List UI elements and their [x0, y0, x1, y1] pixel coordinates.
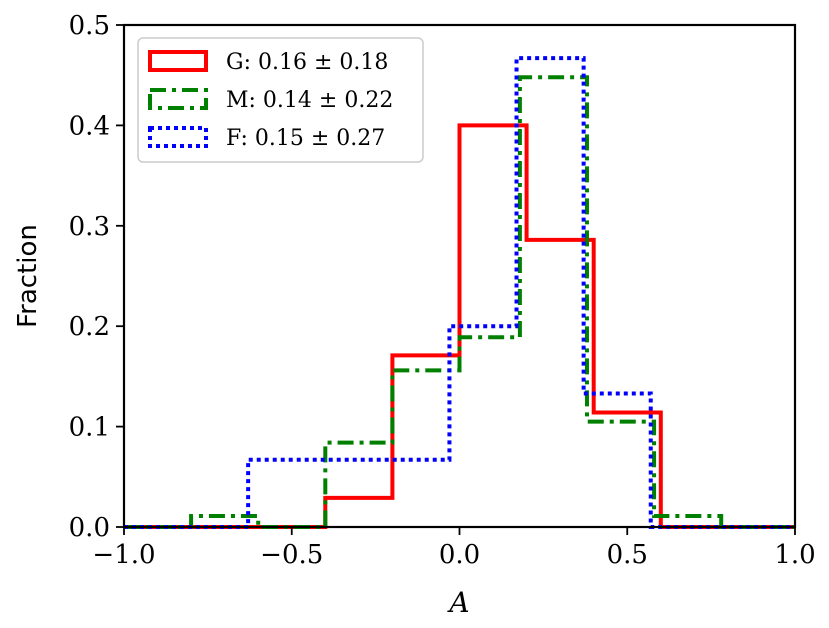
y-tick-label: 0.5: [69, 11, 110, 41]
legend-box: [137, 37, 424, 163]
legend-swatch: [148, 50, 208, 72]
y-tick-label: 0.3: [69, 212, 110, 242]
x-tick-label: −1.0: [92, 540, 155, 570]
y-axis-label: Fraction: [13, 224, 43, 328]
y-tick-label: 0.4: [69, 111, 110, 141]
y-tick-label: 0.2: [69, 312, 110, 342]
legend-entry-label: M: 0.14 ± 0.22: [226, 88, 393, 113]
x-tick-label: −0.5: [260, 540, 323, 570]
legend: G: 0.16 ± 0.18 M: 0.14 ± 0.22 F: 0.15 ± 0.…: [137, 37, 424, 163]
ticks-layer: −1.0 −0.5 0.0 0.5 1.0 0.0 0.1 0.2 0.3 0.4 0.5: [69, 11, 816, 570]
x-tick-label: 0.5: [607, 540, 648, 570]
y-tick-label: 0.1: [69, 413, 110, 443]
legend-entry-label: G: 0.16 ± 0.18: [226, 50, 388, 75]
y-tick-label: 0.0: [69, 513, 110, 543]
x-tick-label: 1.0: [774, 540, 815, 570]
legend-swatch: [148, 88, 208, 110]
legend-swatch: [148, 126, 208, 148]
x-tick-label: 0.0: [439, 540, 480, 570]
x-axis-label: A: [446, 586, 469, 619]
legend-entry-label: F: 0.15 ± 0.27: [226, 126, 385, 151]
